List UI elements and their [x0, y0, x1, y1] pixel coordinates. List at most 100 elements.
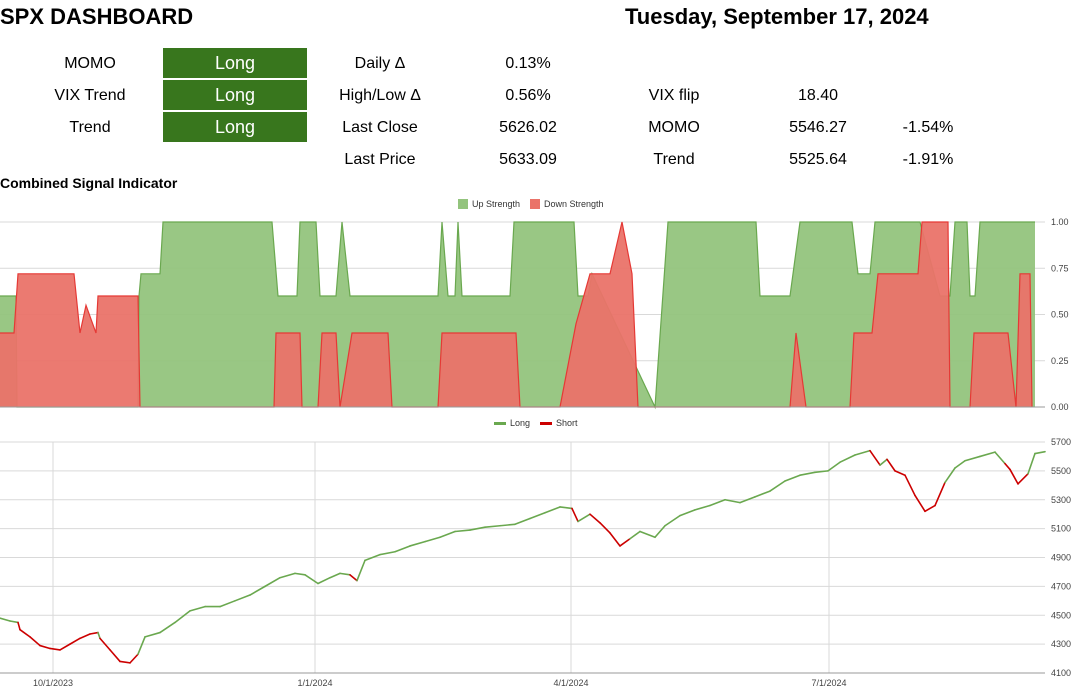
long-segment	[639, 530, 656, 539]
long-segment	[854, 449, 871, 456]
long-segment	[679, 509, 696, 517]
long-segment	[709, 498, 726, 507]
long-segment	[769, 480, 786, 492]
trend-level-value: 5525.64	[789, 151, 847, 168]
long-segment	[577, 513, 591, 523]
short-segment	[934, 481, 946, 507]
long-segment	[219, 600, 236, 608]
short-segment	[99, 637, 111, 651]
short-segment	[609, 532, 621, 547]
long-segment	[424, 536, 441, 543]
signal-y-tick-label: 0.75	[1051, 263, 1069, 273]
short-segment	[39, 644, 51, 650]
signal-y-tick-label: 0.50	[1051, 310, 1069, 320]
price-x-tick-label: 4/1/2024	[553, 678, 588, 688]
price-y-tick-label: 5100	[1051, 524, 1071, 534]
signal-label-vix-trend: VIX Trend	[54, 87, 126, 104]
high-low-delta-label: High/Low Δ	[339, 87, 421, 104]
long-segment	[839, 454, 856, 464]
momo-level-value: 5546.27	[789, 119, 847, 136]
price-y-tick-label: 5700	[1051, 437, 1071, 447]
long-segment	[329, 572, 341, 579]
price-y-tick-label: 4100	[1051, 668, 1071, 678]
trend-level-label: Trend	[653, 151, 695, 168]
legend-down-swatch	[530, 199, 541, 209]
legend-down-label: Down Strength	[544, 199, 604, 209]
price-y-tick-label: 4500	[1051, 610, 1071, 620]
dashboard-date: Tuesday, September 17, 2024	[625, 4, 929, 29]
price-legend: Long Short	[494, 418, 588, 428]
long-segment	[304, 574, 319, 585]
long-segment	[724, 498, 741, 504]
short-segment	[599, 522, 611, 534]
long-segment	[784, 474, 801, 482]
long-segment	[664, 514, 681, 527]
short-segment	[886, 458, 896, 472]
price-y-tick-label: 5300	[1051, 495, 1071, 505]
momo-pct-value: -1.54%	[902, 119, 954, 136]
signal-y-tick-label: 0.25	[1051, 356, 1069, 366]
signal-value-momo: Long	[163, 48, 307, 78]
short-segment	[924, 504, 936, 513]
long-segment	[97, 631, 101, 640]
legend-short: Short	[540, 418, 578, 428]
long-segment	[409, 540, 426, 547]
price-y-tick-label: 4300	[1051, 639, 1071, 649]
long-segment	[484, 524, 501, 528]
long-segment	[294, 572, 306, 576]
short-segment	[904, 474, 916, 497]
signal-label-momo: MOMO	[64, 55, 116, 72]
long-segment	[739, 496, 756, 504]
short-segment	[49, 647, 61, 651]
long-segment	[559, 506, 573, 510]
trend-pct-value: -1.91%	[902, 151, 954, 168]
signal-legend: Up Strength Down Strength	[458, 199, 614, 209]
long-segment	[339, 572, 351, 576]
long-segment	[364, 553, 381, 562]
long-segment	[317, 576, 331, 585]
price-y-tick-label: 5500	[1051, 466, 1071, 476]
short-segment	[349, 574, 358, 582]
long-segment	[954, 459, 966, 469]
momo-level-label: MOMO	[648, 119, 700, 136]
long-segment	[944, 467, 956, 484]
long-segment	[189, 605, 206, 612]
short-segment	[914, 494, 926, 513]
last-price-label: Last Price	[344, 151, 416, 168]
legend-long-label: Long	[510, 418, 531, 428]
long-segment	[799, 471, 816, 477]
short-segment	[17, 621, 21, 631]
last-close-value: 5626.02	[499, 119, 557, 136]
last-price-value: 5633.09	[499, 151, 557, 168]
signal-value-vix-trend: Long	[163, 80, 307, 110]
long-segment	[279, 572, 296, 579]
daily-delta-label: Daily Δ	[354, 55, 406, 72]
short-segment	[129, 653, 139, 664]
short-segment	[79, 633, 91, 640]
vix-flip-value: 18.40	[797, 87, 839, 104]
short-segment	[59, 643, 71, 651]
long-segment	[879, 458, 888, 466]
legend-long-swatch	[494, 421, 506, 425]
short-segment	[589, 513, 601, 524]
long-segment	[964, 455, 981, 462]
legend-short-swatch	[540, 421, 553, 425]
long-segment	[394, 545, 411, 553]
combined-signal-title: Combined Signal Indicator	[0, 175, 178, 191]
short-segment	[894, 470, 906, 477]
signal-value-trend: Long	[163, 112, 307, 142]
long-segment	[754, 490, 771, 498]
short-segment	[1017, 472, 1029, 485]
signal-area-chart: 1.00 0.75 0.50 0.25 0.00	[0, 217, 1069, 412]
price-x-tick-label: 7/1/2024	[811, 678, 846, 688]
long-segment	[144, 631, 161, 638]
high-low-delta-value: 0.56%	[505, 87, 551, 104]
long-segment	[499, 523, 516, 527]
signal-label-trend: Trend	[69, 119, 111, 136]
down-strength-area	[0, 222, 1032, 407]
long-segment	[379, 550, 396, 556]
long-segment	[827, 461, 841, 472]
long-segment	[629, 530, 641, 540]
short-segment	[69, 637, 81, 645]
long-segment	[159, 621, 176, 634]
